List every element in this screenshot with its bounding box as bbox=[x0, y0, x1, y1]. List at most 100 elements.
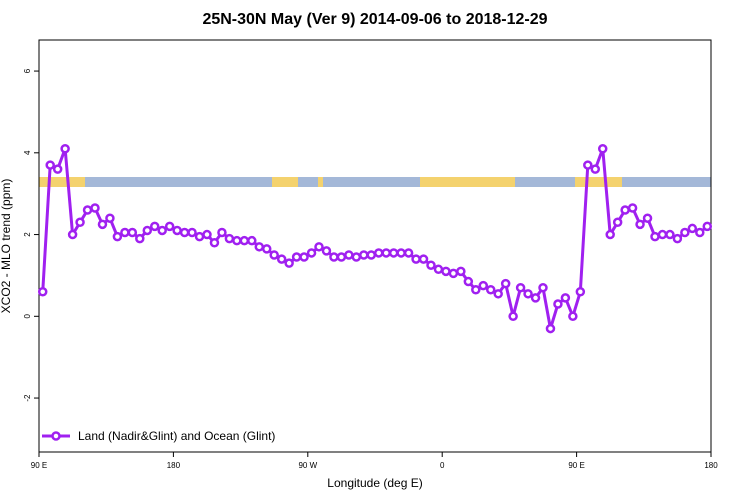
data-point bbox=[463, 276, 474, 287]
data-point bbox=[687, 223, 698, 234]
data-point bbox=[209, 237, 220, 248]
data-point bbox=[530, 293, 541, 303]
data-point bbox=[276, 254, 287, 264]
data-point bbox=[597, 143, 608, 154]
data-point bbox=[261, 244, 272, 254]
x-tick-label: 0 bbox=[440, 461, 445, 470]
data-point bbox=[149, 221, 160, 232]
data-point bbox=[538, 282, 548, 293]
y-tick-label: 4 bbox=[23, 150, 32, 155]
land-band bbox=[575, 177, 622, 187]
surface-band bbox=[39, 177, 711, 187]
data-point bbox=[284, 258, 294, 268]
x-tick-label: 180 bbox=[704, 461, 718, 470]
chart-title: 25N-30N May (Ver 9) 2014-09-06 to 2018-1… bbox=[202, 11, 547, 28]
data-point bbox=[202, 229, 212, 240]
data-point bbox=[441, 266, 451, 277]
data-point bbox=[605, 229, 615, 240]
x-axis-label: Longitude (deg E) bbox=[327, 476, 422, 490]
data-point bbox=[232, 235, 242, 246]
data-point bbox=[627, 203, 638, 213]
data-point bbox=[321, 246, 332, 256]
data-point bbox=[75, 217, 85, 228]
data-point bbox=[426, 260, 436, 270]
x-tick-label: 90 W bbox=[298, 461, 317, 470]
data-point bbox=[314, 242, 324, 252]
y-tick-label: 2 bbox=[23, 232, 32, 237]
y-tick-label: -2 bbox=[23, 394, 32, 402]
data-point bbox=[90, 203, 100, 213]
data-point bbox=[523, 289, 533, 299]
data-point bbox=[456, 266, 466, 277]
data-point bbox=[388, 248, 399, 258]
data-point bbox=[45, 160, 55, 170]
data-point bbox=[635, 219, 645, 230]
data-point bbox=[194, 231, 205, 242]
land-band bbox=[318, 177, 323, 187]
data-point bbox=[52, 164, 63, 174]
data-point bbox=[359, 250, 369, 260]
data-point bbox=[187, 227, 197, 238]
data-point bbox=[515, 282, 526, 293]
data-point bbox=[381, 248, 391, 258]
legend-label: Land (Nadir&Glint) and Ocean (Glint) bbox=[78, 429, 275, 443]
data-point bbox=[344, 250, 354, 260]
data-point bbox=[642, 213, 653, 223]
data-point bbox=[590, 164, 601, 174]
data-point bbox=[665, 229, 675, 240]
data-point bbox=[82, 205, 93, 215]
data-point bbox=[217, 227, 227, 238]
data-point bbox=[179, 227, 190, 238]
x-tick-label: 90 E bbox=[31, 461, 47, 470]
data-point bbox=[508, 311, 518, 322]
data-point bbox=[545, 323, 556, 334]
data-point bbox=[172, 225, 182, 236]
data-point bbox=[500, 278, 511, 289]
y-tick-label: 0 bbox=[23, 314, 32, 319]
data-point bbox=[672, 233, 683, 244]
data-point bbox=[560, 293, 571, 303]
data-point bbox=[583, 160, 593, 170]
data-point bbox=[97, 219, 108, 230]
data-point bbox=[612, 217, 623, 228]
data-point bbox=[366, 250, 377, 260]
legend-marker bbox=[51, 431, 61, 441]
data-point bbox=[142, 225, 153, 236]
data-point bbox=[254, 242, 265, 252]
data-point bbox=[291, 252, 302, 262]
data-point bbox=[135, 233, 145, 244]
data-point bbox=[471, 284, 481, 295]
data-point bbox=[247, 235, 257, 246]
y-axis-label: XCO2 - MLO trend (ppm) bbox=[0, 179, 13, 314]
data-point bbox=[448, 268, 459, 279]
data-point bbox=[67, 229, 78, 240]
x-tick-label: 90 E bbox=[568, 461, 584, 470]
data-point bbox=[329, 252, 339, 262]
data-point bbox=[269, 250, 279, 260]
data-point bbox=[418, 254, 429, 264]
data-point bbox=[396, 248, 406, 258]
data-point bbox=[620, 205, 630, 215]
data-point bbox=[657, 229, 668, 240]
data-point bbox=[224, 233, 235, 244]
land-band bbox=[420, 177, 515, 187]
data-point bbox=[336, 252, 347, 262]
data-point bbox=[433, 264, 444, 275]
data-point bbox=[120, 227, 130, 238]
land-band bbox=[272, 177, 298, 187]
data-point bbox=[568, 311, 578, 322]
y-tick-label: 6 bbox=[23, 68, 32, 73]
data-point bbox=[411, 254, 421, 264]
data-point bbox=[575, 287, 586, 297]
data-point bbox=[680, 227, 690, 238]
data-point bbox=[702, 221, 713, 232]
data-point bbox=[478, 280, 489, 291]
data-point bbox=[485, 284, 496, 295]
data-point bbox=[157, 225, 167, 236]
data-point bbox=[493, 289, 503, 299]
data-point bbox=[695, 227, 705, 238]
data-point bbox=[650, 231, 660, 242]
land-band bbox=[39, 177, 85, 187]
data-point bbox=[553, 299, 563, 309]
